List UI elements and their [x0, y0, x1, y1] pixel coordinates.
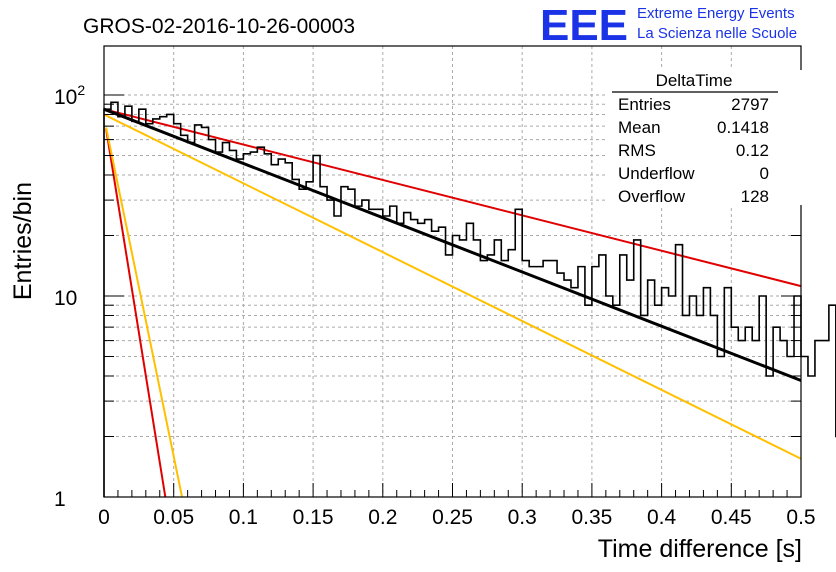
histogram	[103, 101, 836, 497]
stats-box: DeltaTime Entries 2797 Mean 0.1418 RMS 0…	[606, 70, 802, 206]
x-tick-label: 0.35	[571, 506, 612, 529]
brand-line-1: Extreme Energy Events	[637, 5, 795, 22]
eee-logo: EEE	[540, 1, 628, 50]
x-tick-label: 0.4	[647, 506, 677, 529]
x-axis-title: Time difference [s]	[598, 535, 802, 563]
x-tick-label: 0.1	[229, 506, 258, 529]
x-tick-label: 0.3	[508, 506, 537, 529]
reference-lines	[103, 108, 802, 498]
fit-line	[103, 107, 802, 382]
reference-line	[103, 108, 802, 288]
stats-value-rms: 0.12	[736, 141, 769, 160]
brand-line-2: La Scienza nelle Scuole	[637, 25, 797, 42]
x-tick-labels: 0 0.05 0.1 0.15 0.2 0.25 0.3 0.35 0.4 0.45 0.5	[98, 506, 815, 529]
y-axis-title: Entries/bin	[9, 182, 37, 300]
x-tick-label: 0.5	[786, 506, 815, 529]
axis-ticks	[103, 94, 802, 498]
x-tick-label: 0.15	[293, 506, 334, 529]
stats-value-entries: 2797	[731, 95, 769, 114]
x-tick-label: 0	[98, 506, 110, 529]
y-tick-label-1: 1	[54, 488, 66, 511]
x-tick-label: 0.2	[368, 506, 397, 529]
x-tick-label: 0.45	[711, 506, 752, 529]
stats-label-entries: Entries	[618, 95, 671, 114]
fit-curve	[103, 107, 802, 382]
x-tick-label: 0.05	[153, 506, 194, 529]
reference-line	[105, 128, 167, 498]
stats-title: DeltaTime	[656, 71, 733, 90]
y-tick-label-100: 102	[54, 82, 85, 109]
histogram-line	[103, 101, 836, 497]
stats-label-mean: Mean	[618, 118, 661, 137]
stats-value-overflow: 128	[741, 187, 769, 206]
reference-line	[103, 113, 802, 460]
reference-line	[105, 127, 184, 498]
grid	[104, 46, 801, 497]
y-tick-label-10: 10	[54, 287, 77, 310]
x-tick-label: 0.25	[432, 506, 473, 529]
stats-label-rms: RMS	[618, 141, 656, 160]
stats-value-underflow: 0	[760, 164, 769, 183]
chart-title: GROS-02-2016-10-26-00003	[83, 15, 355, 38]
stats-value-mean: 0.1418	[717, 118, 769, 137]
stats-label-underflow: Underflow	[618, 164, 695, 183]
stats-label-overflow: Overflow	[618, 187, 686, 206]
